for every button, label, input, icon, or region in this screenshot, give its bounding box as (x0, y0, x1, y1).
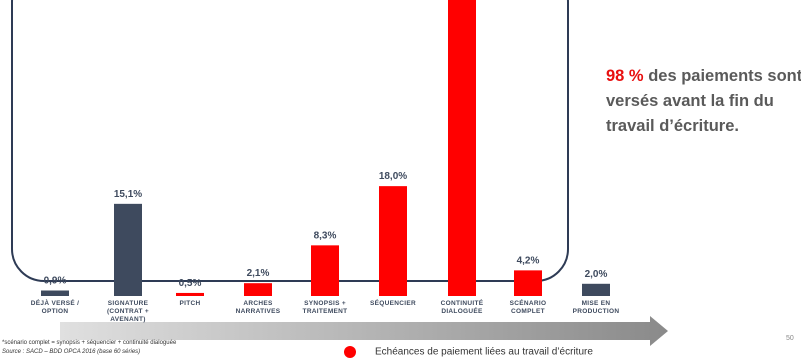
legend-marker (344, 346, 356, 358)
page-number: 50 (786, 335, 794, 342)
x-tick-label: SÉQUENCIER (370, 298, 416, 307)
x-tick-label: SIGNATURE (CONTRAT + AVENANT) (107, 300, 149, 323)
value-label: 0,5% (179, 278, 202, 289)
value-label: 2,1% (247, 268, 270, 279)
legend-label: Echéances de paiement liées au travail d… (375, 347, 593, 358)
bar (514, 270, 542, 296)
footnote: *scénario complet = synopsis + séquencie… (2, 340, 177, 346)
callout-text: des paiements sont versés avant la fin d… (606, 67, 801, 135)
value-label: 4,2% (517, 255, 540, 266)
frame (11, 0, 569, 282)
x-tick-label: CONTINUITÉ DIALOGUÉE (441, 298, 484, 315)
bar (448, 0, 476, 296)
x-tick-label: ARCHES NARRATIVES (236, 300, 281, 315)
bar (582, 283, 610, 296)
value-label: 0,9% (44, 276, 67, 287)
callout: 98 % des paiements sont versés avant la … (606, 64, 801, 139)
x-tick-label: SCÉNARIO COMPLET (510, 298, 547, 315)
footnote: Source : SACD – BDD OPCA 2016 (base 60 s… (2, 349, 141, 355)
x-tick-label: SYNOPSIS + TRAITEMENT (303, 300, 348, 315)
bar (114, 203, 142, 296)
x-tick-label: DÉJÀ VERSÉ / OPTION (31, 298, 79, 315)
x-tick-label: PITCH (180, 300, 201, 307)
value-label: 18,0% (379, 171, 407, 182)
value-label: 2,0% (585, 269, 608, 280)
bar (311, 245, 339, 296)
bar (41, 290, 69, 296)
x-tick-label: MISE EN PRODUCTION (573, 300, 620, 315)
bar (176, 292, 204, 296)
value-label: 15,1% (114, 189, 142, 200)
bar (244, 283, 272, 296)
value-label: 8,3% (314, 230, 337, 241)
callout-highlight: 98 % (606, 67, 644, 85)
bar (379, 186, 407, 296)
timeline-arrow (60, 316, 668, 346)
